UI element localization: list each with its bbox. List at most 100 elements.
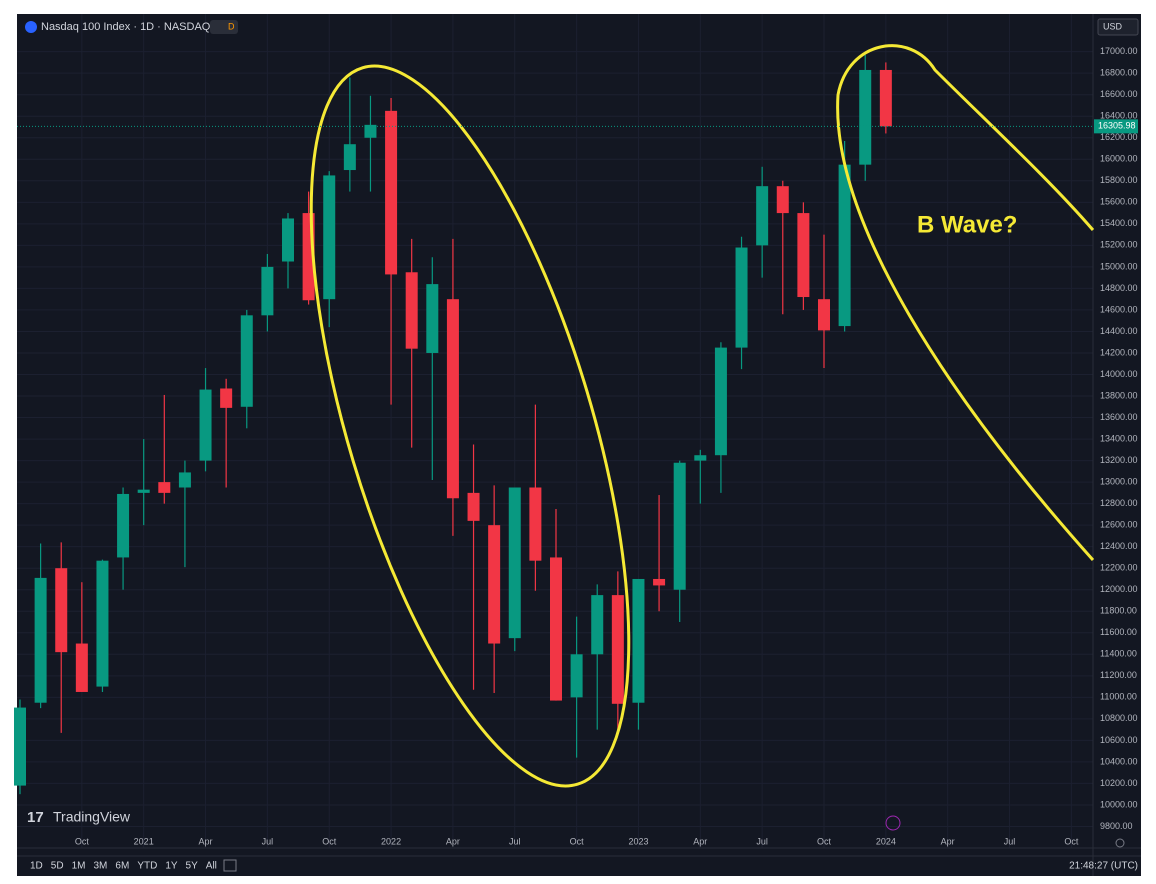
candle-body <box>75 643 88 692</box>
candle-body <box>426 284 439 353</box>
candle-body <box>467 492 480 521</box>
range-button[interactable]: 5Y <box>186 861 199 872</box>
annotation-ellipse <box>309 64 631 788</box>
range-button[interactable]: 5D <box>51 861 64 872</box>
y-tick-label: 13400.00 <box>1100 433 1138 443</box>
candle-body <box>735 247 748 348</box>
x-tick-label: Oct <box>570 836 585 846</box>
candle-body <box>261 266 274 316</box>
y-tick-label: 13600.00 <box>1100 412 1138 422</box>
y-tick-label: 15400.00 <box>1100 218 1138 228</box>
x-tick-label: 2023 <box>628 836 648 846</box>
y-tick-label: 16600.00 <box>1100 89 1138 99</box>
y-tick-label: 10200.00 <box>1100 778 1138 788</box>
y-tick-label: 14800.00 <box>1100 283 1138 293</box>
range-button[interactable]: 1M <box>72 861 86 872</box>
y-tick-label: 12600.00 <box>1100 520 1138 530</box>
y-tick-label: 12800.00 <box>1100 498 1138 508</box>
range-button[interactable]: 1D <box>30 861 43 872</box>
y-tick-label: 9800.00 <box>1100 821 1133 831</box>
candle-body <box>178 472 191 488</box>
y-tick-label: 11600.00 <box>1100 627 1137 637</box>
range-button[interactable]: 6M <box>115 861 129 872</box>
candle-body <box>714 347 727 456</box>
y-tick-label: 13800.00 <box>1100 390 1138 400</box>
candle-body <box>611 595 624 704</box>
x-tick-label: 2024 <box>876 836 896 846</box>
candle-body <box>385 110 398 275</box>
clock: 21:48:27 (UTC) <box>1069 861 1138 872</box>
annotation-text: B Wave? <box>917 211 1017 238</box>
watermark: TradingView <box>53 809 131 825</box>
candle-body <box>673 462 686 590</box>
range-button[interactable]: 3M <box>94 861 108 872</box>
range-button[interactable]: 1Y <box>165 861 178 872</box>
x-tick-label: Jul <box>1004 836 1016 846</box>
candle-body <box>117 493 130 558</box>
badge <box>210 20 238 34</box>
candle-body <box>508 487 521 639</box>
symbol-icon <box>25 21 37 33</box>
y-tick-label: 15000.00 <box>1100 261 1138 271</box>
currency-button[interactable] <box>1097 18 1139 36</box>
y-tick-label: 11800.00 <box>1100 606 1137 616</box>
candle-body <box>55 568 68 653</box>
x-tick-label: Apr <box>199 836 213 846</box>
x-tick-label: Jul <box>756 836 768 846</box>
candle-body <box>405 272 418 349</box>
y-tick-label: 10600.00 <box>1100 735 1138 745</box>
y-tick-label: 11400.00 <box>1100 649 1137 659</box>
y-tick-label: 12400.00 <box>1100 541 1138 551</box>
x-tick-label: 2021 <box>134 836 154 846</box>
candle-body <box>776 186 789 214</box>
y-tick-label: 14000.00 <box>1100 369 1138 379</box>
candle-body <box>653 578 666 586</box>
y-tick-label: 15600.00 <box>1100 197 1138 207</box>
candle-body <box>446 299 459 499</box>
candle-body <box>137 489 150 493</box>
y-tick-label: 16800.00 <box>1100 68 1138 78</box>
y-tick-label: 13200.00 <box>1100 455 1138 465</box>
x-tick-label: Jul <box>509 836 521 846</box>
candle-body <box>756 186 769 246</box>
candle-body <box>550 557 562 701</box>
y-tick-label: 12200.00 <box>1100 563 1138 573</box>
date-range-icon[interactable] <box>223 859 237 872</box>
range-button[interactable]: YTD <box>137 861 157 872</box>
candle-body <box>488 525 501 644</box>
candle-body <box>282 218 294 262</box>
y-tick-label: 17000.00 <box>1100 46 1138 56</box>
y-tick-label: 10000.00 <box>1100 799 1138 809</box>
x-tick-label: Jul <box>262 836 274 846</box>
candle-body <box>96 560 109 687</box>
candle-body <box>797 213 810 298</box>
candle-body <box>859 69 872 165</box>
candle-body <box>570 654 583 698</box>
candle-body <box>591 595 604 655</box>
range-button[interactable]: All <box>206 861 217 872</box>
y-tick-label: 16400.00 <box>1100 111 1138 121</box>
x-tick-label: 2022 <box>381 836 401 846</box>
candle-body <box>838 164 851 327</box>
event-icon[interactable] <box>885 815 901 831</box>
y-tick-label: 14400.00 <box>1100 326 1138 336</box>
x-tick-label: Oct <box>75 836 90 846</box>
y-tick-label: 11200.00 <box>1100 670 1137 680</box>
x-tick-label: Apr <box>941 836 955 846</box>
y-tick-label: 14200.00 <box>1100 347 1138 357</box>
y-tick-label: 13000.00 <box>1100 476 1138 486</box>
last-price-label: 16305.98 <box>1098 121 1136 131</box>
last-price-box <box>1094 119 1138 134</box>
candle-body <box>364 124 377 138</box>
y-tick-label: 10800.00 <box>1100 713 1138 723</box>
candle-body <box>323 175 336 300</box>
settings-icon[interactable] <box>1115 838 1125 848</box>
candle-body <box>343 144 356 171</box>
y-tick-label: 12000.00 <box>1100 584 1138 594</box>
candle-body <box>158 482 171 493</box>
y-tick-label: 16000.00 <box>1100 154 1138 164</box>
candles <box>14 54 892 795</box>
candle-body <box>818 299 830 331</box>
annotation-curve <box>836 44 1095 561</box>
y-tick-label: 15200.00 <box>1100 240 1138 250</box>
